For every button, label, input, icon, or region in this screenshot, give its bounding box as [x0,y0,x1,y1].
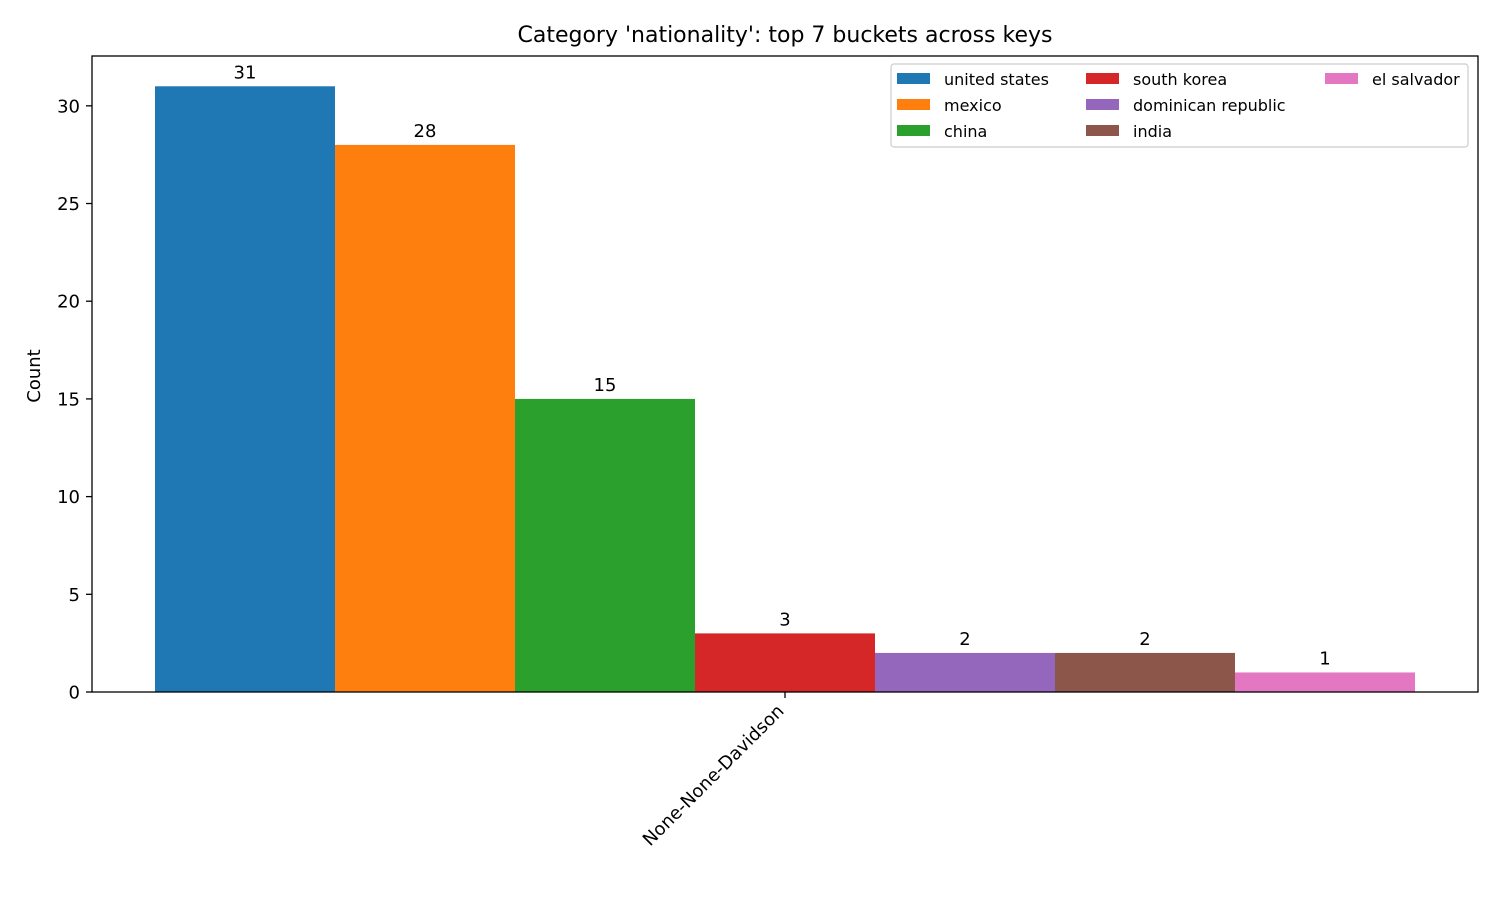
legend-label: china [944,122,987,141]
bar-value-label: 31 [234,62,257,83]
y-tick-label: 25 [57,194,80,215]
bar-value-label: 15 [594,375,617,396]
bar-mexico [335,144,515,693]
legend-label: india [1133,122,1172,141]
legend-item-china: china [897,122,987,141]
legend-swatch [1325,73,1358,84]
legend-swatch [1086,125,1119,136]
y-tick-label: 15 [57,389,80,410]
legend-swatch [897,73,930,84]
legend-item-united-states: united states [897,70,1049,89]
y-axis: 0 5 10 15 20 25 30 [57,96,92,704]
bar-value-label: 2 [959,629,970,650]
y-tick-label: 5 [69,585,80,606]
bar-el-salvador [1235,672,1415,692]
bars-group [155,86,1415,693]
y-tick-label: 0 [69,683,80,704]
legend-swatch [1086,99,1119,110]
legend: united states mexico china south korea domin… [890,63,1469,148]
chart-title: Category 'nationality': top 7 buckets ac… [517,23,1052,48]
y-tick-label: 30 [57,96,80,117]
legend-swatch [897,125,930,136]
legend-label: united states [944,70,1049,89]
y-tick-label: 10 [57,487,80,508]
bar-value-label: 3 [779,609,790,630]
legend-item-dominican-republic: dominican republic [1086,96,1286,115]
bar-value-label: 2 [1139,629,1150,650]
legend-label: mexico [944,96,1002,115]
bar-dominican-republic [875,652,1055,692]
bar-united-states [155,86,335,693]
legend-item-mexico: mexico [897,96,1002,115]
legend-label: el salvador [1372,70,1460,89]
legend-swatch [897,99,930,110]
x-axis: None-None-Davidson [639,692,789,850]
x-tick-label: None-None-Davidson [639,701,789,851]
bar-labels-group: 31 28 15 3 2 2 1 [234,62,1331,669]
legend-label: south korea [1133,70,1227,89]
bar-south-korea [695,633,875,692]
bar-value-label: 1 [1319,648,1330,669]
y-axis-label: Count [24,349,45,402]
bar-value-label: 28 [414,121,437,142]
legend-item-south-korea: south korea [1086,70,1227,89]
legend-label: dominican republic [1133,96,1286,115]
plot-frame [91,55,1479,693]
bar-china [515,398,695,692]
legend-frame [890,63,1469,148]
legend-swatch [1086,73,1119,84]
legend-item-el-salvador: el salvador [1325,70,1460,89]
y-tick-label: 20 [57,292,80,313]
bar-india [1055,652,1235,692]
legend-item-india: india [1086,122,1172,141]
